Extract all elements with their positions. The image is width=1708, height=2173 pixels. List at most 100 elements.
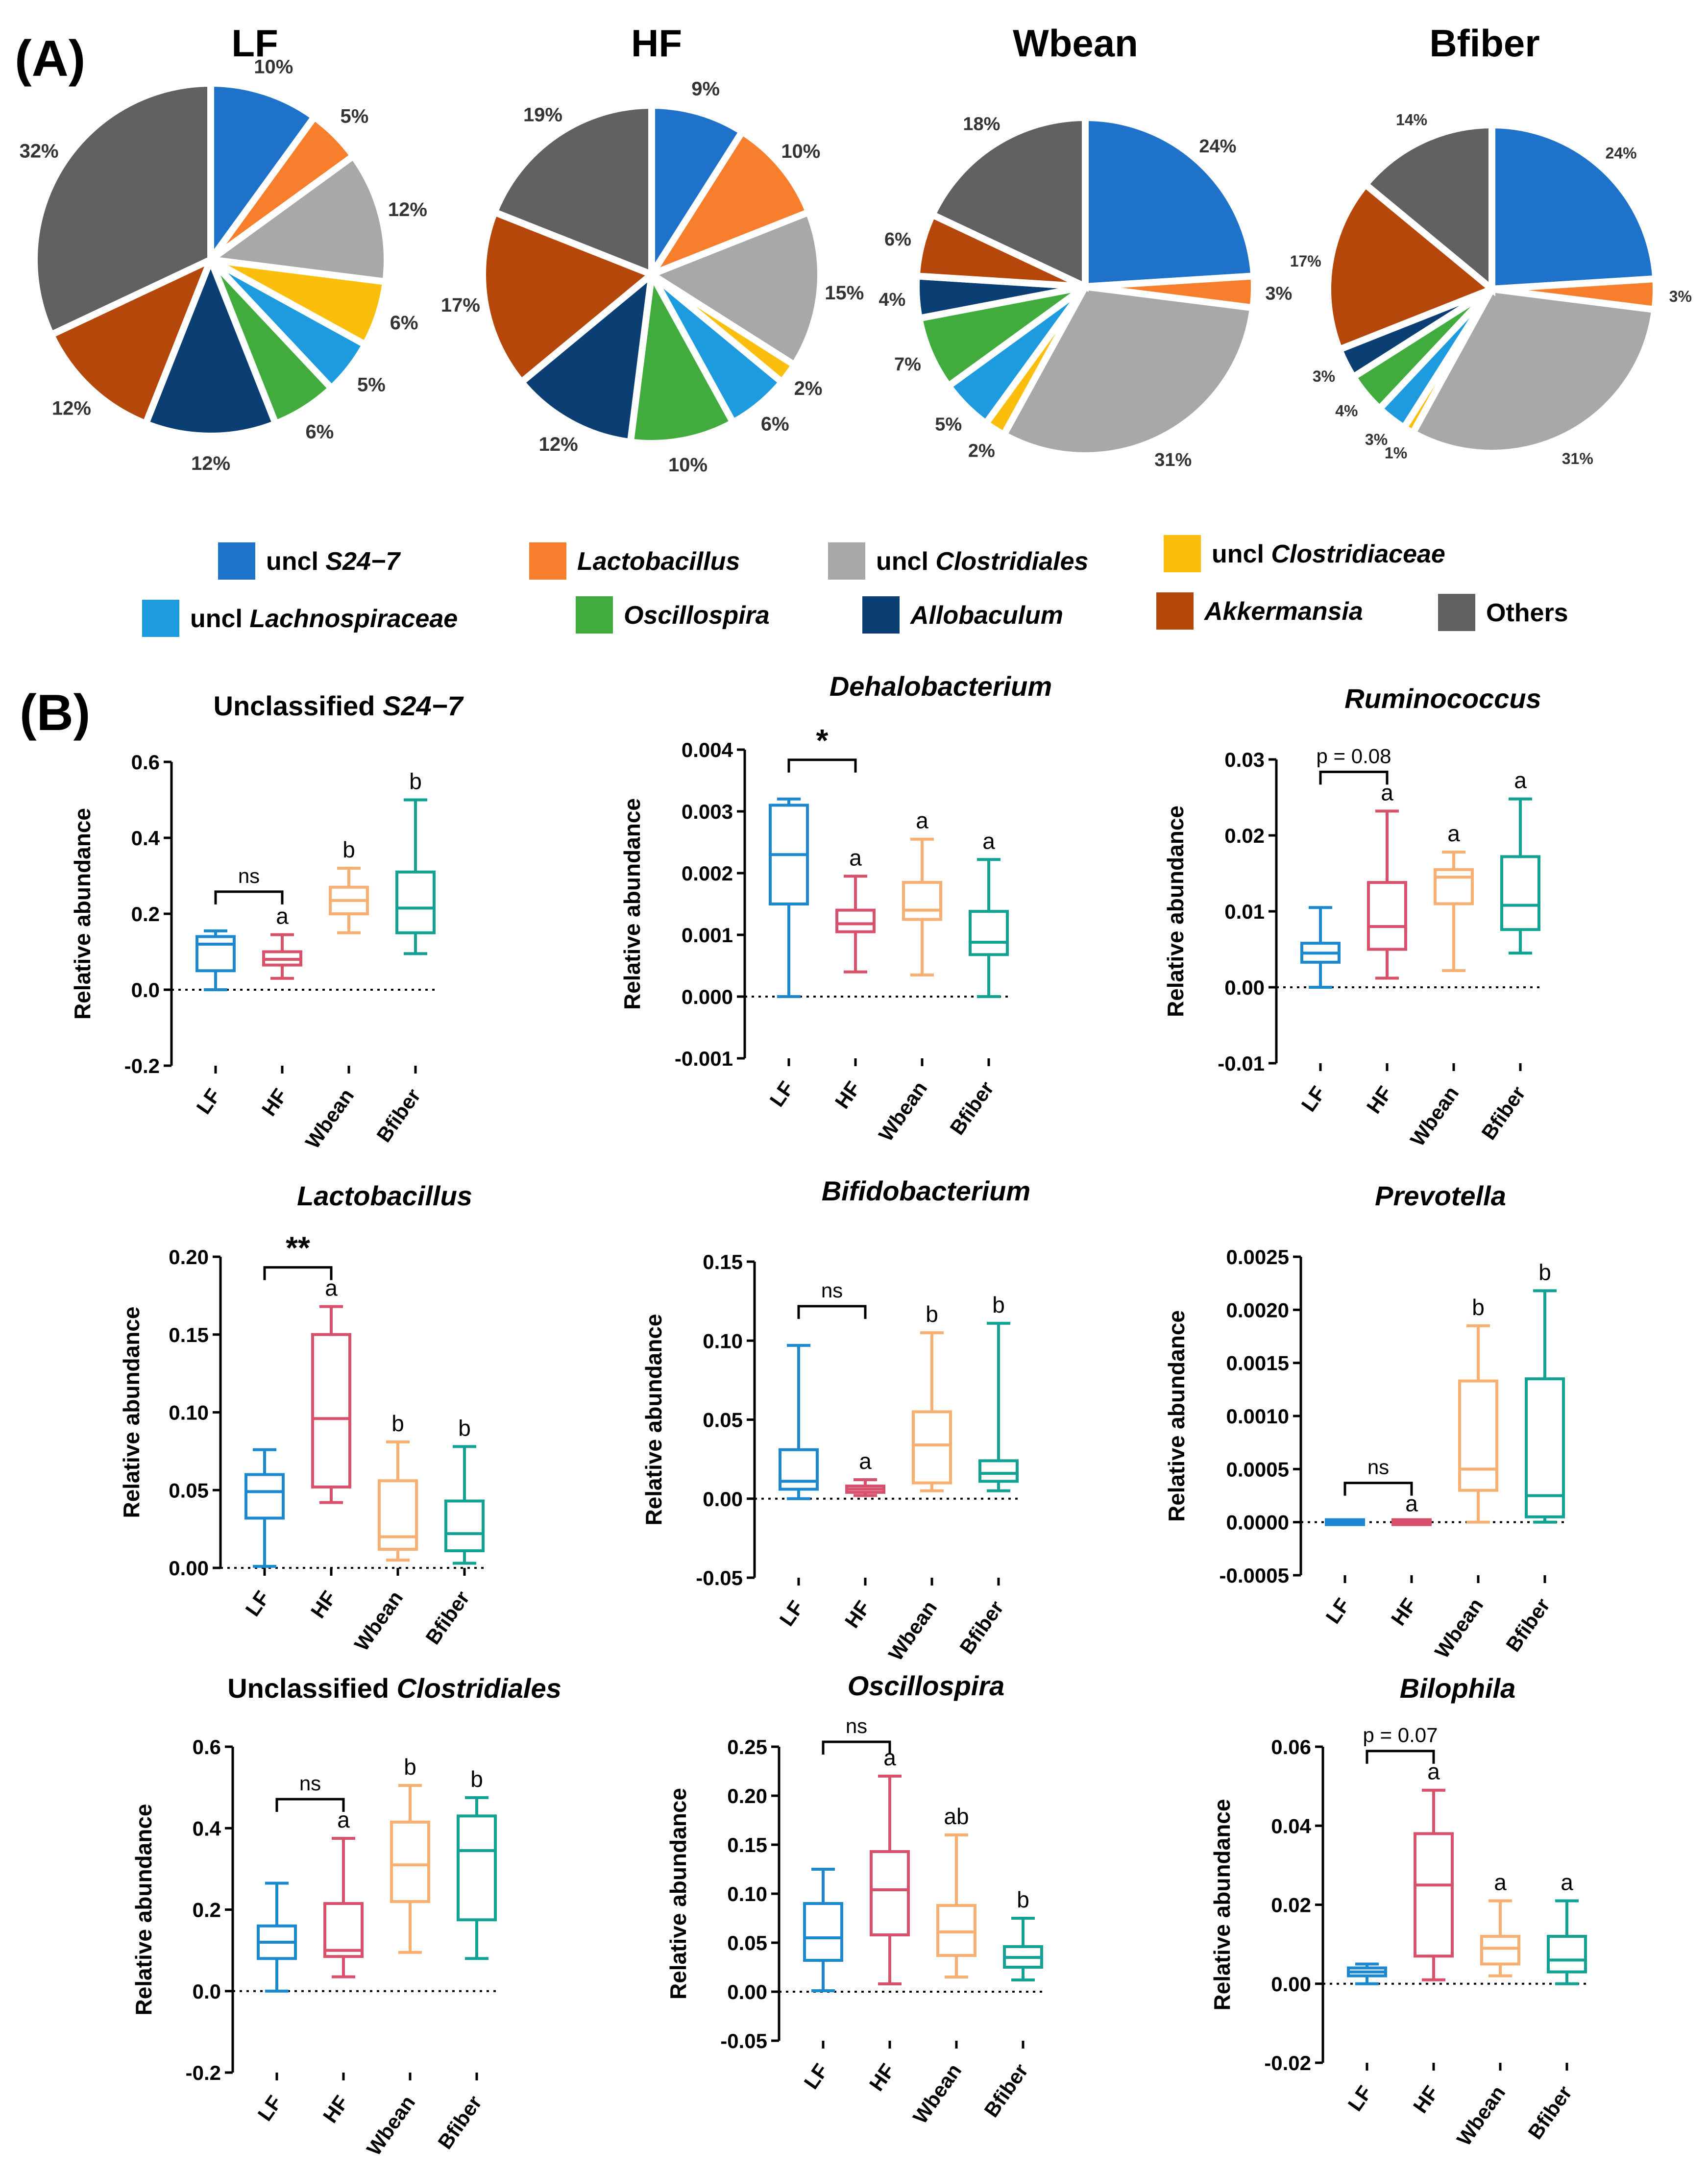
y-axis-label: Relative abundance [119, 1306, 144, 1518]
box-iqr [902, 880, 942, 921]
pie-label: 24% [1606, 144, 1637, 162]
x-tick-label: HF [257, 1084, 292, 1120]
x-tick-label: Bfiber [955, 1596, 1008, 1658]
box-bfiber: b [457, 1766, 497, 1960]
x-tick-label: Wbean [1430, 1594, 1488, 1662]
pie-label: 6% [390, 312, 418, 334]
pie-slice [999, 283, 1257, 459]
pie-label: 31% [1562, 450, 1593, 467]
y-tick-label: 0.00 [1224, 976, 1265, 999]
x-tick-label: HF [1387, 1594, 1421, 1630]
y-tick-label: 0.0000 [1226, 1511, 1289, 1534]
pie-label: 3% [1313, 367, 1335, 385]
box-wbean: a [1434, 821, 1474, 972]
y-axis-label: Relative abundance [665, 1788, 691, 2000]
comparison-bracket [1366, 1750, 1435, 1764]
box-hf: a [870, 1745, 910, 1985]
x-tick-label: LF [253, 2091, 286, 2125]
legend-label: Oscillospira [624, 601, 770, 630]
legend-label: Others [1486, 599, 1568, 627]
pie-slice [648, 101, 747, 287]
box-lf [779, 1343, 819, 1500]
significance-letter: ab [944, 1804, 969, 1829]
pie-slice [1082, 114, 1258, 291]
pie-title: HF [631, 22, 682, 65]
pie-label: 9% [691, 78, 720, 100]
pie-label: 3% [1669, 288, 1692, 305]
legend-label: uncl Lachnospiraceae [190, 605, 458, 633]
y-tick-label: -0.2 [124, 1054, 160, 1077]
plot-title: Oscillospira [848, 1670, 1005, 1701]
pie-slice [207, 79, 319, 270]
box-plot: Unclassified S24−7 -0.2 0.0 0.2 0.4 0.6 Relati… [70, 690, 464, 1153]
legend-name: Clostridiales [935, 547, 1088, 576]
y-tick-label: 0.20 [169, 1245, 209, 1269]
pie-label: 4% [1335, 402, 1358, 419]
pie-label: 2% [968, 441, 995, 462]
y-tick-label: 0.04 [1271, 1814, 1311, 1837]
y-tick-label: 0.2 [193, 1899, 221, 1922]
x-tick-label: LF [1321, 1594, 1354, 1628]
box-hf: a [1391, 1491, 1432, 1526]
pie-label: 19% [523, 104, 562, 125]
x-tick-label: HF [1409, 2081, 1443, 2117]
pie-label: 14% [1396, 111, 1427, 129]
pie-label: 18% [963, 114, 1000, 134]
legend-name: S24−7 [325, 547, 401, 576]
legend-name: Oscillospira [624, 601, 770, 630]
pie-label: 6% [884, 229, 911, 250]
plot-title: Ruminococcus [1344, 683, 1541, 714]
x-tick-label: HF [306, 1587, 341, 1622]
y-axis-label: Relative abundance [1209, 1799, 1235, 2010]
pie-slice [626, 263, 738, 447]
x-tick-label: LF [775, 1596, 808, 1630]
box-hf: a [311, 1275, 351, 1504]
box-iqr [244, 1473, 285, 1520]
pie-label: 17% [441, 294, 480, 316]
pie-label: 1% [1385, 444, 1407, 462]
significance-letter: b [1538, 1259, 1551, 1285]
y-tick-label: 0.00 [1271, 1973, 1311, 1996]
x-tick-label: HF [865, 2059, 900, 2095]
pie-label: 32% [20, 141, 59, 162]
x-tick-label: Wbean [908, 2059, 966, 2128]
plot-title: Bilophila [1400, 1673, 1515, 1704]
plot-title: Dehalobacterium [830, 671, 1052, 702]
box-wbean: b [378, 1411, 418, 1562]
title-name: Ruminococcus [1344, 683, 1541, 714]
box-plots: Unclassified S24−7 -0.2 0.0 0.2 0.4 0.6 Relati… [70, 671, 1587, 2160]
plot-title: Prevotella [1375, 1180, 1506, 1211]
y-axis-label: Relative abundance [1164, 1310, 1189, 1522]
y-axis-label: Relative abundance [619, 798, 645, 1010]
legend-prefix: uncl [1212, 540, 1271, 568]
significance-letter: a [859, 1448, 872, 1474]
box-bfiber: b [978, 1292, 1019, 1492]
title-name: S24−7 [383, 690, 464, 721]
y-tick-label: 0.05 [727, 1931, 767, 1954]
pie-slice [644, 207, 824, 370]
legend-swatch [1164, 535, 1201, 572]
box-plot: Dehalobacterium -0.001 0.000 0.001 0.002 0.00… [619, 671, 1052, 1146]
box-iqr [311, 1333, 351, 1489]
comparison-label: ns [1367, 1456, 1389, 1479]
x-tick-label: LF [799, 2059, 832, 2093]
legend-item: uncl S24−7 [218, 542, 401, 580]
comparison-bracket [214, 890, 284, 904]
y-axis-label: Relative abundance [70, 808, 95, 1020]
comparison-bracket [797, 1305, 867, 1319]
y-tick-label: 0.002 [682, 862, 733, 885]
pie-label: 10% [668, 454, 708, 476]
box-hf: a [845, 1448, 885, 1497]
comparison-label: ** [286, 1230, 310, 1266]
pie-slice [479, 207, 659, 387]
box-lf [244, 1448, 285, 1568]
pie-slice [516, 266, 657, 446]
box-wbean: a [902, 808, 942, 977]
x-tick-label: Wbean [350, 1587, 407, 1655]
box-bfiber: b [444, 1415, 485, 1565]
title-name: Lactobacillus [297, 1180, 472, 1211]
significance-letter: b [1017, 1887, 1029, 1912]
box-iqr [195, 935, 236, 973]
x-tick-label: LF [192, 1084, 225, 1118]
pie-label: 10% [781, 141, 820, 162]
